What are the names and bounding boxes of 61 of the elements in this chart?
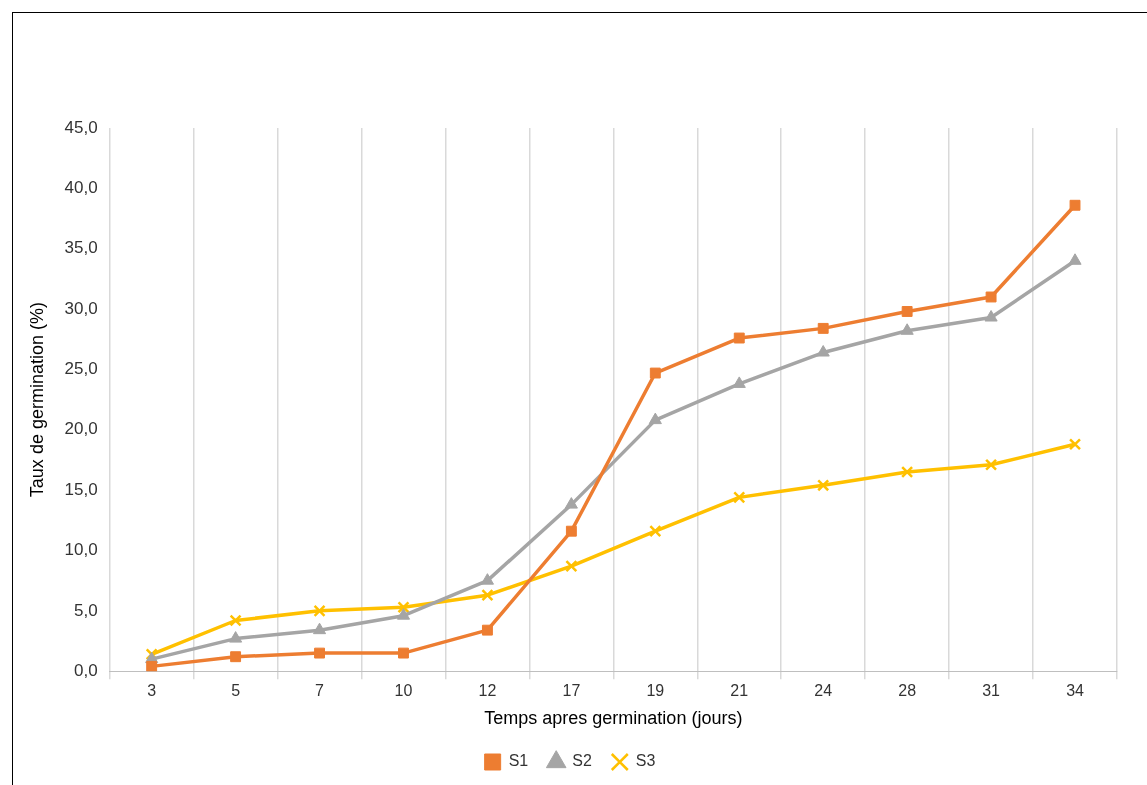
- point: [649, 367, 661, 379]
- y-tick-label: 10,0: [64, 540, 98, 560]
- point: [1069, 199, 1081, 211]
- point: [397, 601, 410, 614]
- point: [900, 323, 914, 335]
- x-tick-label: 28: [898, 682, 917, 700]
- y-tick-label: 20,0: [64, 419, 98, 439]
- point: [816, 345, 830, 357]
- y-tick-label: 5,0: [74, 600, 98, 620]
- point: [649, 524, 662, 538]
- legend-label: S3: [635, 752, 656, 770]
- point: [1068, 253, 1082, 265]
- point: [313, 604, 326, 618]
- legend-label: S1: [508, 752, 529, 770]
- point: [732, 376, 746, 388]
- point: [817, 322, 829, 334]
- y-tick-label: 15,0: [64, 479, 98, 499]
- point: [648, 412, 662, 425]
- point: [565, 525, 577, 537]
- point: [733, 332, 745, 344]
- point: [984, 458, 998, 471]
- point: [481, 588, 494, 602]
- point: [229, 614, 242, 627]
- point: [1068, 438, 1082, 451]
- y-tick-label: 0,0: [74, 660, 98, 680]
- point: [480, 573, 494, 585]
- x-tick-label: 21: [730, 682, 749, 700]
- point: [396, 608, 411, 620]
- x-tick-label: 7: [315, 682, 325, 700]
- y-tick-label: 25,0: [64, 359, 98, 379]
- point: [733, 491, 746, 504]
- point: [314, 647, 325, 659]
- x-tick-label: 10: [394, 682, 413, 700]
- x-tick-label: 12: [478, 682, 497, 700]
- point: [564, 497, 578, 509]
- point: [230, 651, 242, 663]
- point: [398, 647, 409, 659]
- x-tick-label: 17: [562, 682, 581, 700]
- point: [312, 622, 327, 635]
- point: [984, 310, 998, 322]
- legend-label: S2: [572, 752, 592, 770]
- point: [146, 660, 158, 672]
- x-tick-label: 5: [231, 682, 241, 700]
- point: [565, 559, 578, 573]
- point: [901, 306, 913, 317]
- point: [817, 479, 830, 492]
- point: [481, 624, 493, 636]
- y-axis-title: Taux de germination (%): [26, 302, 47, 498]
- x-axis-title: Temps apres germination (jours): [484, 708, 743, 729]
- y-tick-label: 45,0: [64, 117, 98, 137]
- x-tick-label: 3: [147, 682, 157, 700]
- point: [985, 291, 997, 303]
- y-tick-label: 30,0: [64, 298, 98, 318]
- point: [229, 631, 243, 643]
- y-tick-label: 35,0: [64, 238, 98, 258]
- x-tick-label: 31: [982, 682, 1001, 700]
- point: [900, 465, 914, 479]
- x-tick-label: 19: [646, 682, 665, 700]
- y-tick-label: 40,0: [64, 178, 98, 198]
- x-tick-label: 24: [814, 682, 833, 700]
- x-tick-label: 34: [1066, 682, 1085, 700]
